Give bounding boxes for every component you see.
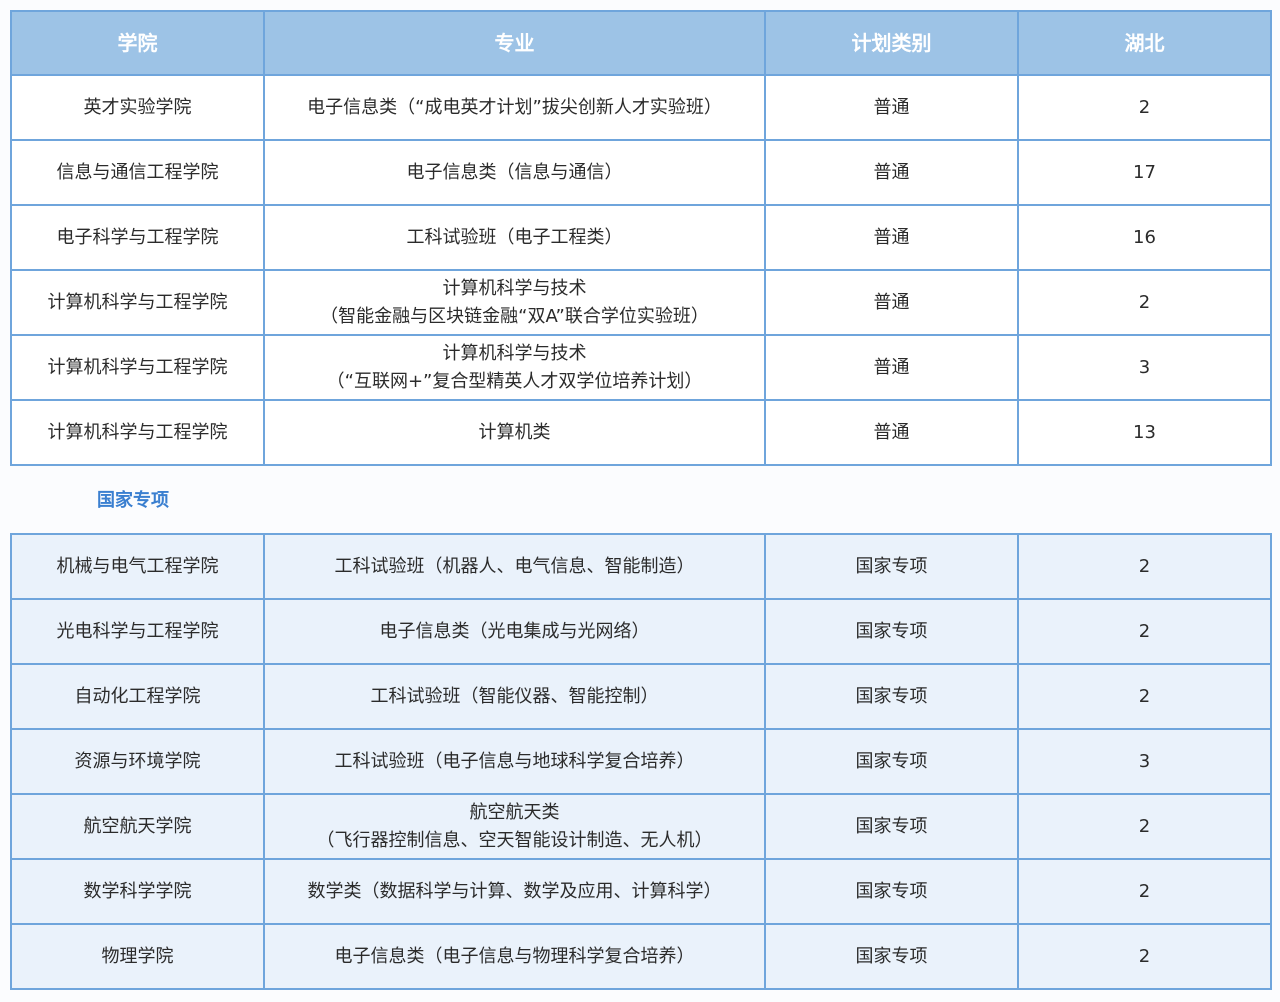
header-college: 学院 bbox=[10, 10, 265, 76]
cell-hubei-quota: 13 bbox=[1017, 399, 1272, 466]
major-line: 工科试验班（电子工程类） bbox=[406, 226, 623, 248]
major-line: 工科试验班（智能仪器、智能控制） bbox=[370, 685, 659, 707]
table-row: 自动化工程学院 工科试验班（智能仪器、智能控制） 国家专项 2 bbox=[10, 663, 1272, 730]
cell-college: 计算机科学与工程学院 bbox=[10, 269, 265, 336]
cell-hubei-quota: 2 bbox=[1017, 269, 1272, 336]
table-row: 数学科学学院 数学类（数据科学与计算、数学及应用、计算科学） 国家专项 2 bbox=[10, 858, 1272, 925]
header-plan-type: 计划类别 bbox=[764, 10, 1019, 76]
cell-college: 自动化工程学院 bbox=[10, 663, 265, 730]
cell-plan-type: 国家专项 bbox=[764, 923, 1019, 990]
major-line: 工科试验班（电子信息与地球科学复合培养） bbox=[334, 750, 695, 772]
section-title-national-special: 国家专项 bbox=[97, 490, 169, 511]
cell-major: 航空航天类 （飞行器控制信息、空天智能设计制造、无人机） bbox=[263, 793, 766, 860]
cell-plan-type: 普通 bbox=[764, 399, 1019, 466]
cell-plan-type: 普通 bbox=[764, 74, 1019, 141]
table-row: 信息与通信工程学院 电子信息类（信息与通信） 普通 17 bbox=[10, 139, 1272, 206]
national-special-table: 机械与电气工程学院 工科试验班（机器人、电气信息、智能制造） 国家专项 2 光电科学与工… bbox=[10, 533, 1272, 990]
cell-college: 航空航天学院 bbox=[10, 793, 265, 860]
cell-hubei-quota: 2 bbox=[1017, 598, 1272, 665]
cell-major: 工科试验班（电子信息与地球科学复合培养） bbox=[263, 728, 766, 795]
table-row: 机械与电气工程学院 工科试验班（机器人、电气信息、智能制造） 国家专项 2 bbox=[10, 533, 1272, 600]
cell-college: 数学科学学院 bbox=[10, 858, 265, 925]
major-line: 计算机类 bbox=[478, 421, 551, 443]
cell-plan-type: 国家专项 bbox=[764, 793, 1019, 860]
table-row: 英才实验学院 电子信息类（“成电英才计划”拔尖创新人才实验班） 普通 2 bbox=[10, 74, 1272, 141]
major-line: 数学类（数据科学与计算、数学及应用、计算科学） bbox=[307, 880, 722, 902]
cell-college: 电子科学与工程学院 bbox=[10, 204, 265, 271]
major-line: （飞行器控制信息、空天智能设计制造、无人机） bbox=[316, 829, 713, 851]
table-row: 光电科学与工程学院 电子信息类（光电集成与光网络） 国家专项 2 bbox=[10, 598, 1272, 665]
cell-plan-type: 国家专项 bbox=[764, 728, 1019, 795]
cell-major: 电子信息类（光电集成与光网络） bbox=[263, 598, 766, 665]
major-line: 工科试验班（机器人、电气信息、智能制造） bbox=[334, 555, 695, 577]
cell-major: 计算机科学与技术 （智能金融与区块链金融“双A”联合学位实验班） bbox=[263, 269, 766, 336]
cell-hubei-quota: 2 bbox=[1017, 533, 1272, 600]
major-line: 航空航天类 bbox=[469, 801, 560, 823]
cell-college: 计算机科学与工程学院 bbox=[10, 334, 265, 401]
cell-plan-type: 普通 bbox=[764, 204, 1019, 271]
major-line: 电子信息类（“成电英才计划”拔尖创新人才实验班） bbox=[307, 96, 722, 118]
cell-major: 工科试验班（智能仪器、智能控制） bbox=[263, 663, 766, 730]
table-row: 物理学院 电子信息类（电子信息与物理科学复合培养） 国家专项 2 bbox=[10, 923, 1272, 990]
major-line: （“互联网+”复合型精英人才双学位培养计划） bbox=[326, 370, 703, 392]
cell-plan-type: 国家专项 bbox=[764, 598, 1019, 665]
cell-plan-type: 国家专项 bbox=[764, 663, 1019, 730]
major-line: 电子信息类（信息与通信） bbox=[406, 161, 623, 183]
table-row: 资源与环境学院 工科试验班（电子信息与地球科学复合培养） 国家专项 3 bbox=[10, 728, 1272, 795]
cell-hubei-quota: 2 bbox=[1017, 923, 1272, 990]
cell-college: 物理学院 bbox=[10, 923, 265, 990]
cell-college: 英才实验学院 bbox=[10, 74, 265, 141]
cell-major: 电子信息类（“成电英才计划”拔尖创新人才实验班） bbox=[263, 74, 766, 141]
cell-hubei-quota: 2 bbox=[1017, 663, 1272, 730]
cell-college: 信息与通信工程学院 bbox=[10, 139, 265, 206]
cell-hubei-quota: 2 bbox=[1017, 793, 1272, 860]
major-line: （智能金融与区块链金融“双A”联合学位实验班） bbox=[320, 305, 709, 327]
major-line: 电子信息类（光电集成与光网络） bbox=[379, 620, 650, 642]
table-row: 计算机科学与工程学院 计算机科学与技术 （“互联网+”复合型精英人才双学位培养计划）… bbox=[10, 334, 1272, 401]
cell-major: 工科试验班（机器人、电气信息、智能制造） bbox=[263, 533, 766, 600]
table-row: 计算机科学与工程学院 计算机类 普通 13 bbox=[10, 399, 1272, 466]
cell-major: 电子信息类（电子信息与物理科学复合培养） bbox=[263, 923, 766, 990]
major-line: 计算机科学与技术 bbox=[442, 277, 587, 299]
table-header-row: 学院 专业 计划类别 湖北 bbox=[10, 10, 1272, 76]
table-row: 电子科学与工程学院 工科试验班（电子工程类） 普通 16 bbox=[10, 204, 1272, 271]
cell-hubei-quota: 2 bbox=[1017, 74, 1272, 141]
cell-college: 资源与环境学院 bbox=[10, 728, 265, 795]
cell-major: 工科试验班（电子工程类） bbox=[263, 204, 766, 271]
general-admission-table: 学院 专业 计划类别 湖北 英才实验学院 电子信息类（“成电英才计划”拔尖创新人才… bbox=[10, 10, 1272, 466]
cell-major: 电子信息类（信息与通信） bbox=[263, 139, 766, 206]
cell-plan-type: 国家专项 bbox=[764, 533, 1019, 600]
cell-plan-type: 国家专项 bbox=[764, 858, 1019, 925]
table-row: 计算机科学与工程学院 计算机科学与技术 （智能金融与区块链金融“双A”联合学位实验班… bbox=[10, 269, 1272, 336]
cell-college: 计算机科学与工程学院 bbox=[10, 399, 265, 466]
cell-hubei-quota: 3 bbox=[1017, 334, 1272, 401]
cell-college: 机械与电气工程学院 bbox=[10, 533, 265, 600]
cell-hubei-quota: 16 bbox=[1017, 204, 1272, 271]
cell-major: 计算机科学与技术 （“互联网+”复合型精英人才双学位培养计划） bbox=[263, 334, 766, 401]
cell-major: 数学类（数据科学与计算、数学及应用、计算科学） bbox=[263, 858, 766, 925]
cell-college: 光电科学与工程学院 bbox=[10, 598, 265, 665]
cell-hubei-quota: 3 bbox=[1017, 728, 1272, 795]
header-hubei: 湖北 bbox=[1017, 10, 1272, 76]
cell-plan-type: 普通 bbox=[764, 139, 1019, 206]
major-line: 电子信息类（电子信息与物理科学复合培养） bbox=[334, 945, 695, 967]
header-major: 专业 bbox=[263, 10, 766, 76]
major-line: 计算机科学与技术 bbox=[442, 342, 587, 364]
table-row: 航空航天学院 航空航天类 （飞行器控制信息、空天智能设计制造、无人机） 国家专项 2 bbox=[10, 793, 1272, 860]
cell-hubei-quota: 17 bbox=[1017, 139, 1272, 206]
cell-plan-type: 普通 bbox=[764, 269, 1019, 336]
cell-hubei-quota: 2 bbox=[1017, 858, 1272, 925]
cell-major: 计算机类 bbox=[263, 399, 766, 466]
cell-plan-type: 普通 bbox=[764, 334, 1019, 401]
